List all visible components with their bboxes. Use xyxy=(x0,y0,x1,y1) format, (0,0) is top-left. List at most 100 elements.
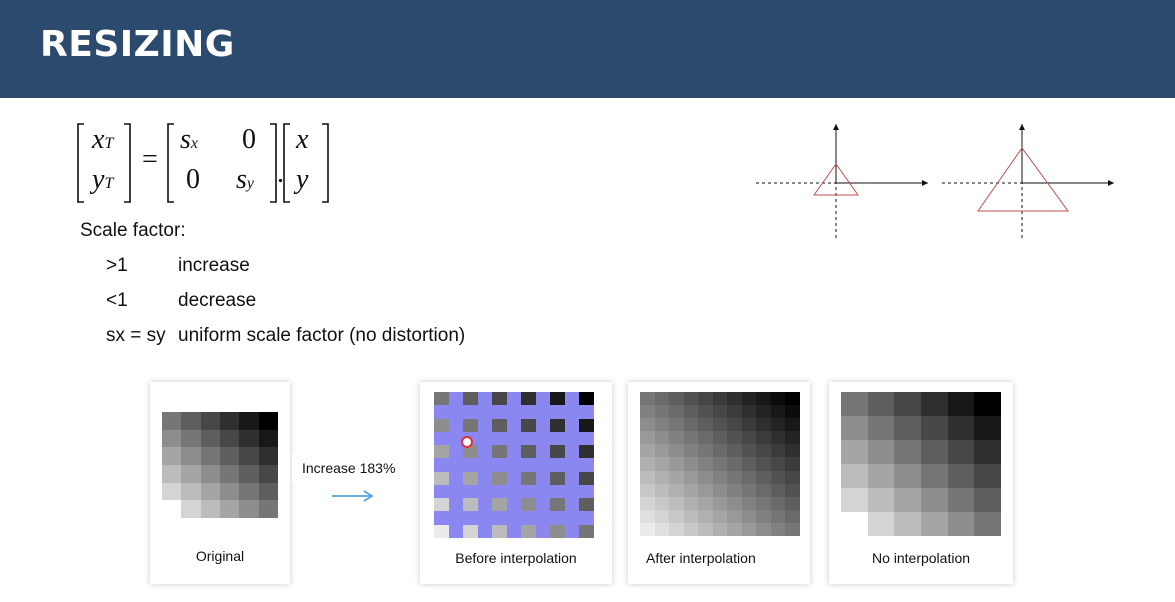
pixel-cell xyxy=(727,509,742,523)
pixel-cell xyxy=(564,484,580,499)
pixel-cell xyxy=(683,431,699,445)
pixel-cell xyxy=(785,444,800,458)
pixel-cell xyxy=(770,392,786,406)
after-interpolation-grid xyxy=(640,392,800,536)
pixel-cell xyxy=(785,509,800,523)
pixel-cell xyxy=(712,405,728,419)
pixel-cell xyxy=(669,444,684,458)
pixel-cell xyxy=(669,496,684,510)
pixel-cell xyxy=(492,418,507,432)
pixel-cell xyxy=(640,418,655,432)
pixel-cell xyxy=(741,431,757,445)
pixel-cell xyxy=(756,522,771,536)
pixel-cell xyxy=(712,470,728,484)
pixel-cell xyxy=(947,416,975,440)
pixel-cell xyxy=(712,431,728,445)
pixel-cell xyxy=(579,484,594,499)
pixel-cell xyxy=(683,522,699,536)
pixel-cell xyxy=(756,444,771,458)
pixel-cell xyxy=(258,464,278,483)
pixel-cell xyxy=(181,412,201,430)
rhs-bottom: y xyxy=(296,164,309,195)
pixel-cell xyxy=(477,418,493,432)
pixel-cell xyxy=(756,405,771,419)
pixel-cell xyxy=(448,484,464,499)
pixel-cell xyxy=(200,464,220,483)
pixel-cell xyxy=(564,498,580,512)
rhs-top: x xyxy=(296,124,309,155)
matrix-s22: sy xyxy=(236,164,255,195)
pixel-cell xyxy=(683,509,699,523)
pixel-cell xyxy=(785,418,800,432)
pixel-cell xyxy=(669,431,684,445)
pixel-cell xyxy=(162,500,182,518)
pixel-cell xyxy=(564,511,580,525)
before-interpolation-caption: Before interpolation xyxy=(455,550,577,566)
pixel-cell xyxy=(162,429,182,448)
pixel-cell xyxy=(727,522,742,536)
title-bar: RESIZING xyxy=(0,0,1175,98)
pixel-cell xyxy=(669,418,684,432)
pixel-cell xyxy=(683,418,699,432)
pixel-cell xyxy=(683,405,699,419)
pixel-cell xyxy=(506,471,522,485)
pixel-cell xyxy=(698,509,713,523)
pixel-cell xyxy=(841,488,868,512)
pixel-cell xyxy=(579,405,594,419)
pixel-cell xyxy=(841,392,868,416)
pixel-cell xyxy=(220,447,240,465)
pixel-cell xyxy=(564,445,580,459)
pixel-cell xyxy=(756,431,771,445)
pixel-cell xyxy=(785,405,800,419)
pixel-cell xyxy=(654,444,670,458)
matrix-brackets xyxy=(77,123,329,203)
pixel-cell xyxy=(239,464,259,483)
pixel-cell xyxy=(894,464,921,488)
pixel-cell xyxy=(239,500,259,518)
matrix-s11: sx xyxy=(180,124,199,155)
pixel-cell xyxy=(535,511,551,525)
pixel-cell xyxy=(756,392,771,406)
pixel-cell xyxy=(867,464,895,488)
pixel-cell xyxy=(506,524,522,538)
pixel-cell xyxy=(181,482,201,501)
pixel-cell xyxy=(741,496,757,510)
pixel-cell xyxy=(550,511,565,525)
lhs-top: xT xyxy=(92,124,114,155)
original-image-card: Original xyxy=(150,382,290,584)
pixel-cell xyxy=(579,445,594,459)
pixel-cell xyxy=(698,444,713,458)
after-interpolation-caption: After interpolation xyxy=(646,550,756,566)
pixel-cell xyxy=(492,524,507,538)
pixel-cell xyxy=(579,511,594,525)
pixel-cell xyxy=(535,418,551,432)
pixel-cell xyxy=(669,405,684,419)
pixel-cell xyxy=(756,483,771,497)
pixel-cell xyxy=(535,484,551,499)
pixel-cell xyxy=(640,392,655,406)
pixel-cell xyxy=(434,458,449,472)
pixel-cell xyxy=(974,392,1001,416)
right-arrow-icon xyxy=(332,490,374,502)
pixel-cell xyxy=(521,405,536,419)
pixel-cell xyxy=(712,418,728,432)
pixel-cell xyxy=(770,457,786,471)
pixel-cell xyxy=(698,470,713,484)
pixel-cell xyxy=(741,470,757,484)
pixel-cell xyxy=(239,482,259,501)
pixel-cell xyxy=(492,484,507,499)
pixel-cell xyxy=(654,496,670,510)
pixel-cell xyxy=(434,445,449,459)
pixel-cell xyxy=(727,483,742,497)
pixel-cell xyxy=(506,498,522,512)
pixel-cell xyxy=(506,405,522,419)
pixel-cell xyxy=(535,405,551,419)
pixel-cell xyxy=(698,431,713,445)
pixel-cell xyxy=(448,511,464,525)
pixel-cell xyxy=(550,431,565,446)
pixel-cell xyxy=(669,483,684,497)
pixel-cell xyxy=(947,464,975,488)
pixel-cell xyxy=(727,431,742,445)
pixel-cell xyxy=(770,418,786,432)
pixel-cell xyxy=(727,444,742,458)
